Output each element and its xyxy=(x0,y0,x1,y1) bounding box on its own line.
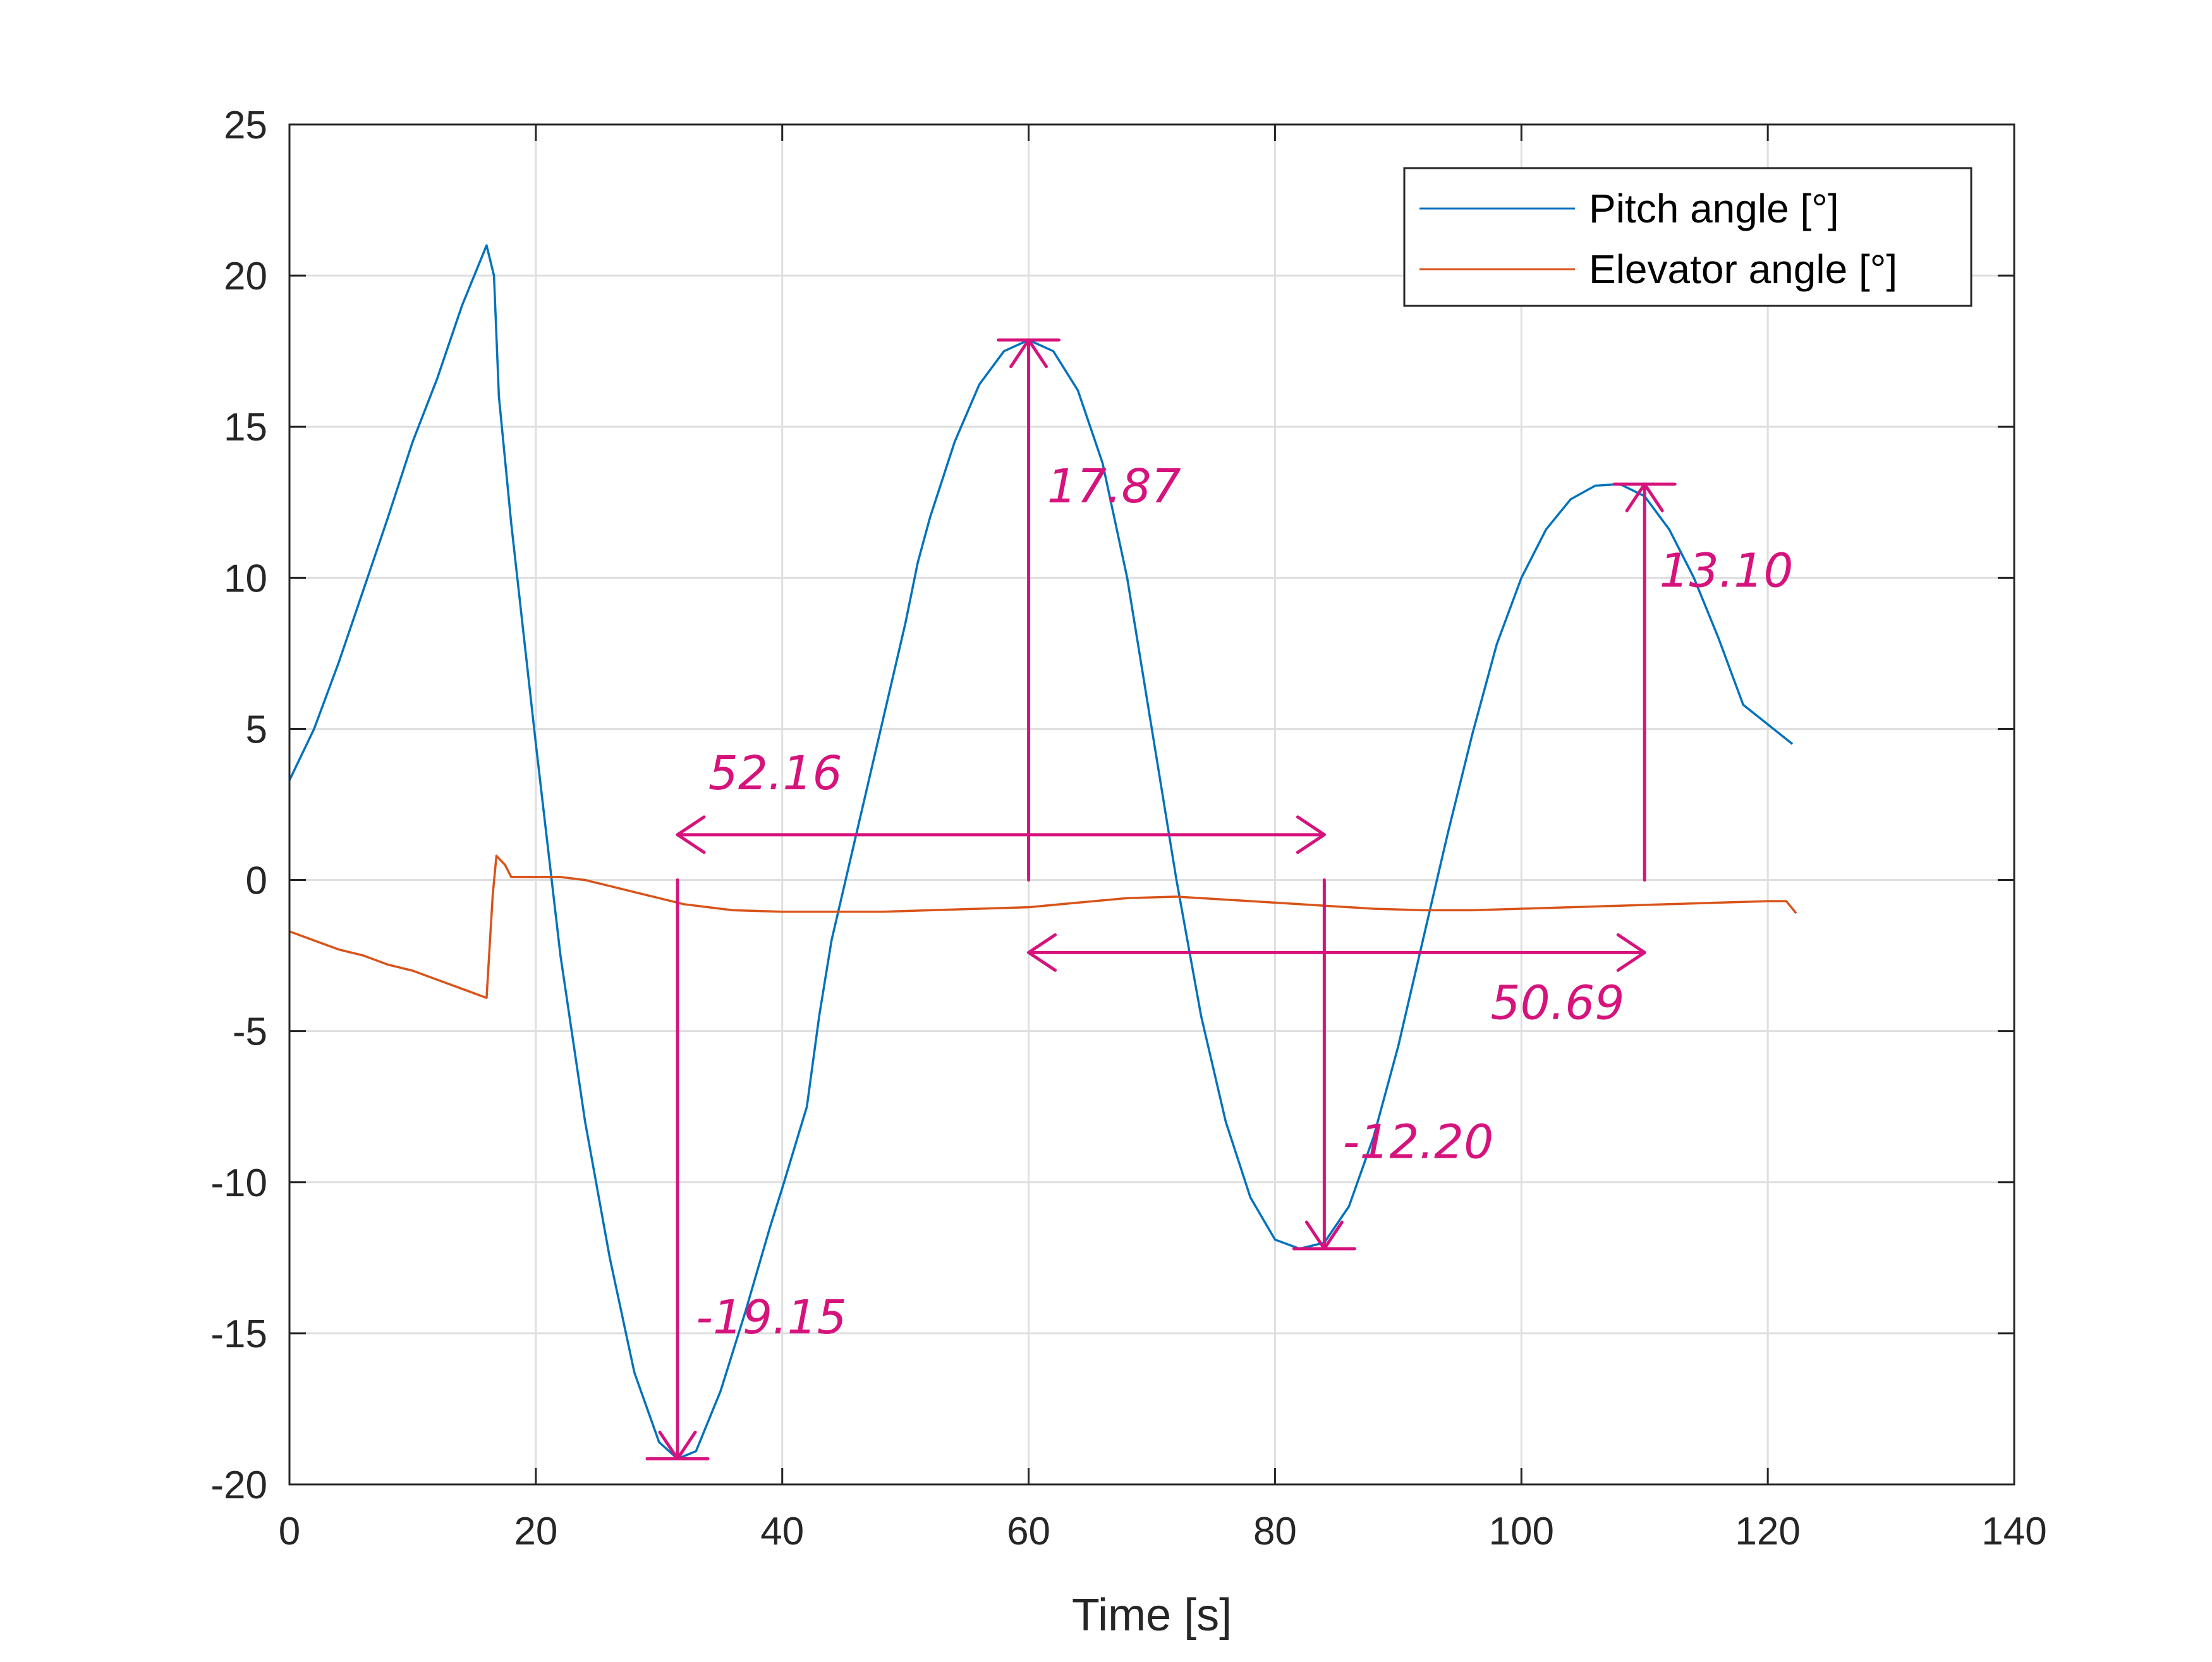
y-tick-label: 20 xyxy=(224,255,267,298)
x-tick-label: 0 xyxy=(279,1510,300,1553)
x-tick-label: 80 xyxy=(1253,1510,1297,1553)
annotation-label: 17.87 xyxy=(1047,459,1181,514)
annotation-arrowhead xyxy=(1027,933,1057,972)
plot-area-border xyxy=(288,123,2015,1486)
x-tick-label: 140 xyxy=(1981,1510,2046,1553)
annotation-label: -19.15 xyxy=(696,1290,847,1345)
handwritten-annotations: -19.15 17.87 -12.20 13.10 52.16 50.69 xyxy=(645,338,1794,1460)
y-tick-label: 25 xyxy=(224,104,267,147)
y-tick-label: -10 xyxy=(210,1162,267,1205)
y-tick-label: 15 xyxy=(224,406,267,449)
gridlines xyxy=(289,124,2014,1484)
x-tick-label: 100 xyxy=(1489,1510,1554,1553)
x-axis-title: Time [s] xyxy=(1072,1590,1232,1641)
pitch-angle-line xyxy=(288,244,1794,1460)
elevator-angle-line xyxy=(289,854,1797,999)
series-lines xyxy=(288,244,1797,1460)
y-tick-label: 5 xyxy=(246,708,267,751)
annotation-label: 13.10 xyxy=(1660,544,1794,598)
annotation-label: 50.69 xyxy=(1491,976,1625,1031)
legend-label-elevator: Elevator angle [°] xyxy=(1589,246,1897,292)
legend: Pitch angle [°] Elevator angle [°] xyxy=(1403,167,1972,307)
annotation-arrowhead xyxy=(1616,933,1646,972)
axis-ticks: 0 20 40 60 80 100 120 140 -20 -15 -10 -5 0 5 10 15 20 25 xyxy=(210,104,2046,1553)
x-tick-label: 20 xyxy=(514,1510,557,1553)
y-tick-label: -20 xyxy=(210,1464,267,1507)
legend-box xyxy=(1403,167,1972,307)
y-tick-label: 0 xyxy=(246,859,267,903)
annotation-arrowhead xyxy=(676,815,706,854)
y-tick-label: -5 xyxy=(233,1010,267,1054)
annotation-label: 52.16 xyxy=(708,746,842,801)
legend-label-pitch: Pitch angle [°] xyxy=(1589,186,1839,231)
annotation-label: -12.20 xyxy=(1343,1115,1494,1170)
x-tick-label: 40 xyxy=(760,1510,804,1553)
annotation-arrowhead xyxy=(1296,815,1326,854)
y-tick-label: -15 xyxy=(210,1313,267,1356)
y-tick-label: 10 xyxy=(224,557,267,600)
x-tick-label: 60 xyxy=(1007,1510,1050,1553)
x-tick-label: 120 xyxy=(1735,1510,1800,1553)
